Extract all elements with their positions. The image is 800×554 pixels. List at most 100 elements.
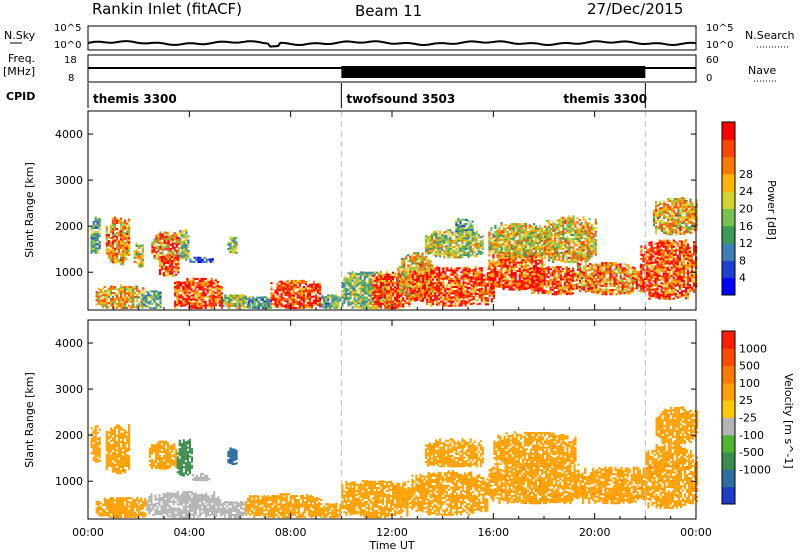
echo-cell: [383, 273, 387, 276]
echo-cell: [103, 302, 106, 305]
echo-cell: [442, 288, 445, 291]
echo-cell: [173, 270, 176, 273]
echo-cell: [111, 257, 114, 260]
echo-cell: [419, 289, 423, 292]
echo-cell: [443, 252, 446, 255]
echo-cell: [184, 302, 187, 305]
echo-cell: [147, 295, 150, 298]
echo-cell: [111, 238, 114, 241]
echo-cell: [405, 257, 408, 260]
echo-cell: [512, 251, 515, 254]
echo-cell: [559, 290, 562, 293]
echo-cell: [390, 288, 393, 291]
echo-cell: [204, 288, 207, 291]
echo-cell: [467, 239, 470, 242]
echo-cell: [580, 249, 583, 252]
echo-cell: [403, 257, 406, 260]
echo-cell: [182, 296, 185, 299]
echo-cell: [99, 303, 102, 306]
echo-cell: [315, 286, 318, 289]
echo-cell: [548, 257, 551, 260]
echo-cell: [490, 270, 493, 273]
echo-cell: [349, 272, 352, 275]
echo-cell: [175, 243, 178, 246]
echo-cell: [437, 233, 440, 236]
echo-cell: [347, 288, 350, 291]
echo-cell: [94, 224, 97, 227]
echo-cell: [490, 229, 493, 232]
echo-cell: [581, 273, 584, 276]
echo-cell: [397, 273, 400, 276]
echo-cell: [528, 282, 531, 285]
echo-cell: [500, 244, 503, 247]
echo-cell: [119, 261, 123, 264]
echo-cell: [417, 254, 420, 257]
echo-cell: [109, 253, 112, 256]
echo-cell: [396, 295, 399, 298]
echo-cell: [562, 243, 565, 246]
echo-cell: [97, 292, 100, 295]
echo-cell: [474, 293, 477, 296]
echo-cell: [402, 305, 405, 308]
echo-cell: [494, 262, 497, 265]
echo-cell: [211, 260, 214, 263]
echo-cell: [124, 248, 127, 251]
echo-cell: [512, 280, 515, 283]
echo-cell: [520, 248, 523, 251]
echo-cell: [165, 248, 168, 251]
echo-cell: [415, 270, 418, 273]
echo-cell: [365, 296, 368, 299]
echo-cell: [570, 227, 573, 230]
echo-cell: [390, 280, 393, 283]
echo-cell: [407, 270, 410, 273]
echo-cell: [124, 242, 127, 245]
echo-cell: [159, 302, 162, 305]
echo-cell: [317, 299, 320, 302]
cpid-mode-label: themis 3300: [563, 92, 647, 106]
echo-cell: [435, 236, 438, 239]
echo-cell: [554, 256, 557, 259]
echo-cell: [308, 294, 312, 297]
echo-cell: [532, 279, 536, 282]
echo-cell: [546, 246, 549, 249]
echo-cell: [439, 238, 442, 241]
echo-cell: [510, 267, 513, 270]
echo-cell: [109, 237, 112, 240]
echo-cell: [423, 292, 427, 295]
echo-cell: [409, 270, 412, 273]
echo-cell: [462, 283, 465, 286]
echo-cell: [492, 279, 495, 282]
echo-cell: [98, 220, 101, 223]
echo-cell: [516, 288, 519, 291]
echo-cell: [445, 245, 448, 248]
echo-cell: [294, 284, 297, 287]
echo-cell: [532, 260, 536, 263]
echo-cell: [530, 242, 533, 245]
echo-cell: [544, 246, 547, 249]
echo-cell: [551, 280, 554, 283]
echo-cell: [557, 293, 560, 296]
echo-cell: [212, 305, 215, 308]
echo-cell: [92, 237, 95, 240]
echo-cell: [455, 256, 458, 259]
echo-cell: [161, 250, 164, 253]
echo-cell: [109, 285, 112, 288]
echo-cell: [210, 288, 213, 291]
echo-cell: [433, 231, 436, 234]
echo-cell: [409, 296, 412, 299]
echo-cell: [202, 284, 205, 287]
echo-cell: [105, 238, 108, 241]
echo-cell: [492, 276, 495, 279]
echo-cell: [315, 296, 318, 299]
echo-cell: [520, 229, 523, 232]
echo-cell: [133, 250, 136, 253]
echo-cell: [415, 286, 418, 289]
echo-cell: [147, 299, 150, 302]
echo-cell: [556, 250, 559, 253]
echo-cell: [192, 289, 195, 292]
echo-cell: [284, 300, 287, 303]
echo-cell: [196, 302, 199, 305]
echo-cell: [103, 292, 106, 295]
echo-cell: [228, 300, 231, 303]
echo-cell: [361, 279, 364, 282]
